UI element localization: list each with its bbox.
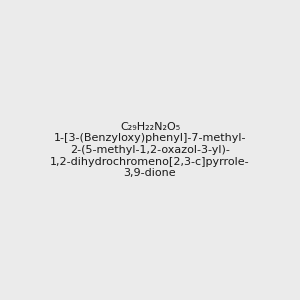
Text: C₂₉H₂₂N₂O₅
1-[3-(Benzyloxy)phenyl]-7-methyl-
2-(5-methyl-1,2-oxazol-3-yl)-
1,2-d: C₂₉H₂₂N₂O₅ 1-[3-(Benzyloxy)phenyl]-7-met…: [50, 122, 250, 178]
